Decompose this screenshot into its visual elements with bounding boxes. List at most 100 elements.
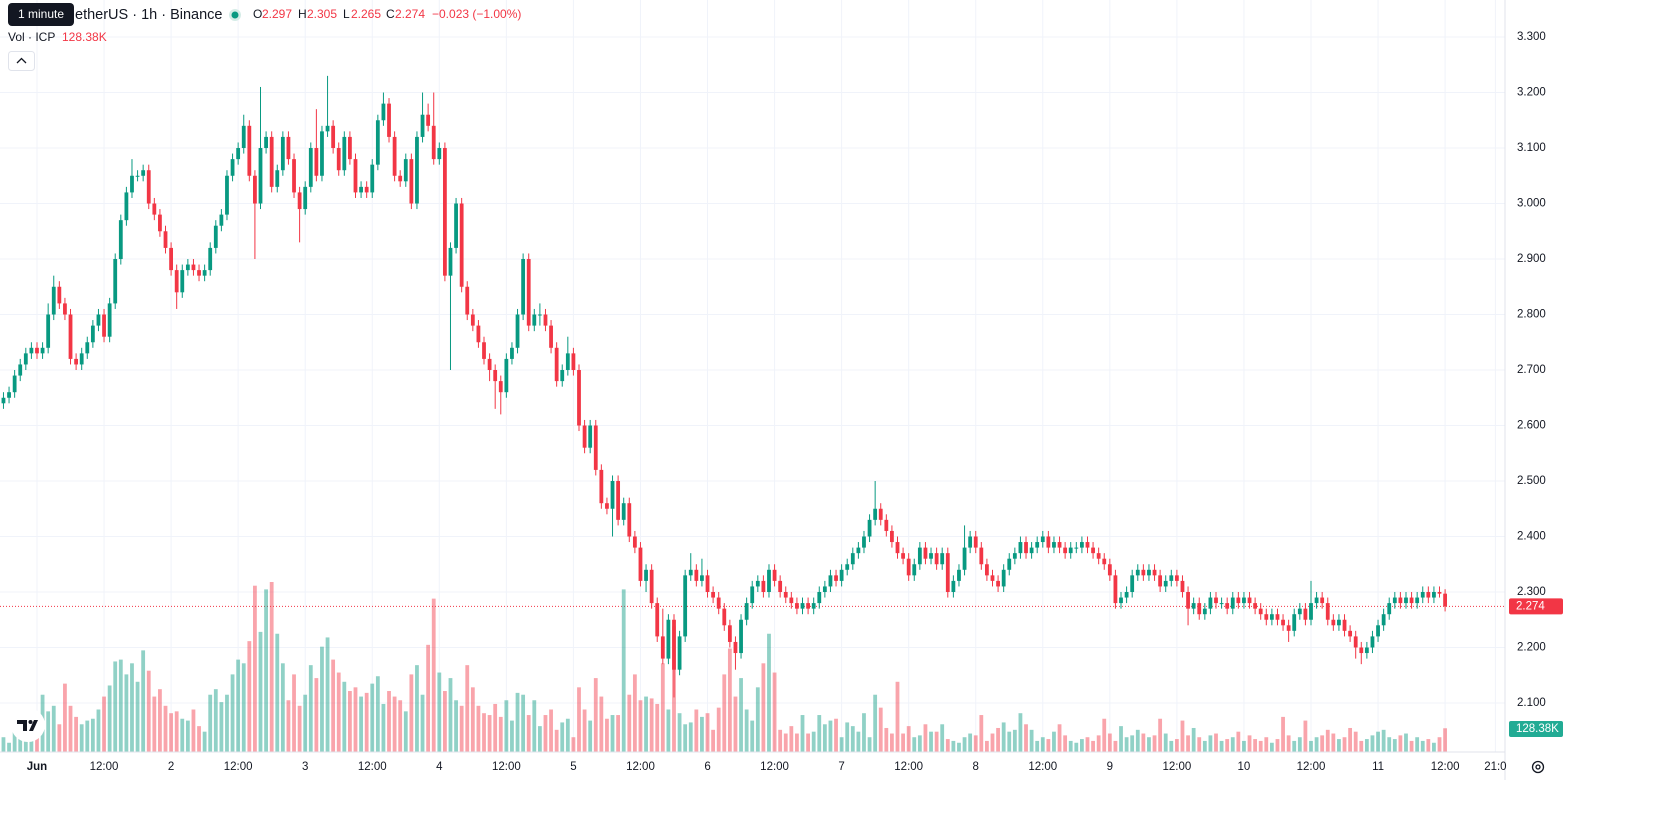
volume-bar: [811, 731, 816, 752]
volume-bar: [247, 641, 252, 752]
candle-body: [275, 170, 280, 187]
volume-bar: [1348, 727, 1353, 752]
volume-bar: [448, 678, 453, 752]
volume-bar: [862, 713, 866, 752]
candle-body: [7, 392, 11, 398]
volume-bar: [890, 733, 894, 752]
volume-bar: [1253, 739, 1258, 752]
candle-body: [772, 569, 777, 581]
volume-bar: [102, 696, 106, 752]
volume-bar: [1353, 731, 1358, 752]
volume-bar: [1404, 733, 1408, 752]
volume-bar: [96, 709, 101, 752]
settings-icon[interactable]: [1531, 760, 1545, 774]
volume-bar: [817, 715, 822, 752]
header: 1 minute etherUS · 1h · Binance Vol · IC…: [8, 3, 1545, 774]
candle-body: [85, 342, 90, 354]
candle-body: [672, 619, 676, 670]
candle-body: [398, 175, 403, 182]
y-tick-label: 2.100: [1517, 697, 1546, 709]
volume-bar: [968, 733, 973, 752]
candle-body: [610, 481, 615, 509]
candle-body: [174, 270, 179, 293]
y-tick-label: 2.600: [1517, 420, 1546, 432]
volume-bar: [63, 683, 67, 752]
candle-body: [750, 586, 755, 604]
volume-bar: [722, 674, 727, 752]
volume-bar: [1007, 731, 1012, 752]
candle-body: [370, 164, 375, 193]
x-tick-label: 10: [1238, 761, 1251, 773]
candle-body: [57, 286, 62, 304]
candle-body: [655, 603, 660, 637]
volume-bar: [493, 703, 498, 752]
volume-bar: [130, 663, 134, 752]
volume-bar: [113, 661, 118, 752]
volume-bar: [225, 694, 229, 752]
symbol-title[interactable]: etherUS · 1h · Binance: [75, 7, 223, 23]
volume-bar: [878, 707, 883, 752]
volume-bar: [459, 705, 464, 752]
candle-body: [783, 591, 788, 598]
x-tick-label: 9: [1107, 761, 1113, 773]
volume-bar: [1197, 737, 1202, 752]
candle-body: [638, 547, 643, 581]
x-tick-label: 2: [168, 761, 174, 773]
candle-body: [917, 547, 922, 565]
volume-bar: [795, 733, 799, 752]
x-tick-label: 12:00: [1028, 761, 1057, 773]
volume-bar: [1219, 740, 1224, 752]
volume-bar: [241, 663, 246, 752]
volume-bar: [437, 672, 442, 752]
candle-body: [375, 120, 380, 165]
candle-body: [1007, 558, 1012, 570]
volume-bar: [431, 598, 436, 752]
volume-bar: [269, 582, 274, 752]
volume-bar: [124, 674, 129, 752]
volume-bar: [297, 705, 302, 752]
candle-body: [1297, 608, 1302, 615]
volume-bar: [1102, 718, 1107, 752]
volume-bar: [755, 687, 760, 752]
volume-bar: [929, 731, 933, 752]
candle-body: [1163, 580, 1168, 587]
volume-bar: [442, 691, 447, 752]
volume-bar: [1186, 735, 1190, 752]
volume-bar: [1303, 720, 1308, 752]
volume-bar: [1001, 722, 1006, 752]
volume-bar: [336, 672, 341, 752]
legend-key: H: [298, 7, 307, 21]
volume-bar: [12, 731, 17, 752]
volume-bar: [1068, 740, 1073, 752]
volume-bar: [275, 633, 280, 752]
x-tick-label: 4: [436, 761, 443, 773]
candle-body: [934, 553, 939, 565]
volume-bar: [683, 724, 688, 752]
x-tick-label: 6: [704, 761, 710, 773]
candle-body: [191, 264, 196, 271]
volume-bar: [767, 633, 771, 752]
volume-bar: [599, 696, 604, 752]
candle-body: [90, 325, 95, 343]
volume-bar: [560, 722, 565, 752]
candle-body: [901, 553, 905, 559]
volume-bar: [694, 709, 699, 752]
volume-bar: [549, 709, 553, 752]
y-tick-label: 3.000: [1517, 198, 1546, 210]
candle-body: [616, 481, 621, 520]
volume-bar: [359, 696, 363, 752]
candle-body: [454, 203, 458, 248]
candle-body: [163, 231, 168, 248]
volume-bar: [1297, 737, 1302, 752]
collapse-button[interactable]: [8, 51, 35, 71]
candle-body: [431, 125, 436, 160]
candle-body: [426, 114, 431, 126]
volume-bar: [303, 694, 308, 752]
candle-body: [403, 159, 408, 182]
legend-value: 2.305: [307, 7, 337, 21]
candle-body: [1309, 603, 1313, 620]
candle-body: [1219, 603, 1224, 605]
volume-bar: [1230, 737, 1235, 752]
candle-body: [1096, 553, 1101, 559]
candle-body: [644, 569, 648, 581]
